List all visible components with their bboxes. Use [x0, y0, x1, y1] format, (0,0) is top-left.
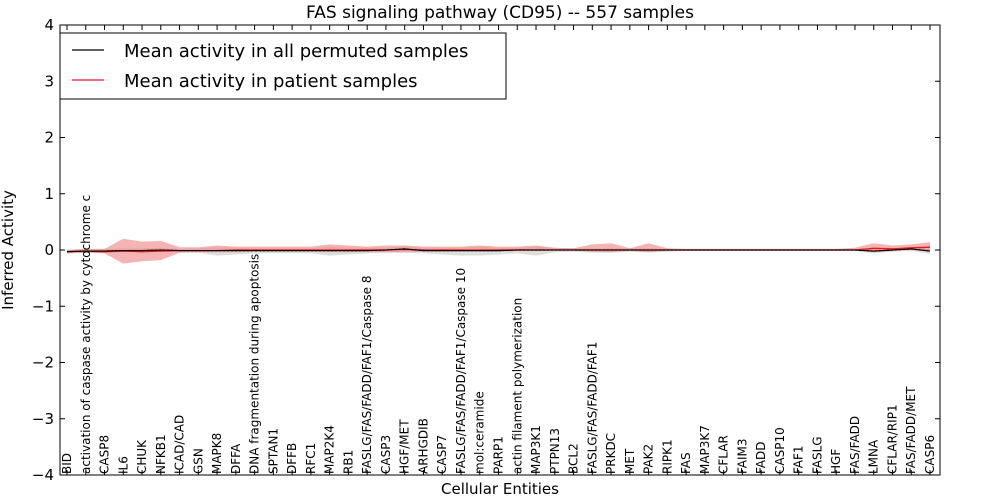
x-tick-label: BCL2: [567, 443, 581, 474]
x-tick-label: HGF/MET: [398, 419, 412, 474]
x-tick-label: IL6: [116, 456, 130, 474]
y-tick-label: 3: [44, 72, 54, 90]
x-tick-label: MAP3K7: [698, 425, 712, 474]
x-tick-label: activation of caspase activity by cytoch…: [79, 195, 93, 474]
x-tick-label: DFFB: [285, 443, 299, 474]
x-tick-label: ARHGDIB: [417, 418, 431, 474]
x-axis-label: Cellular Entities: [441, 480, 559, 498]
x-tick-label: FASLG/FAS/FADD/FAF1/Caspase 10: [454, 268, 468, 474]
y-tick-label: 4: [44, 16, 54, 34]
x-tick-label: HGF: [829, 449, 843, 474]
legend: Mean activity in all permuted samples Me…: [59, 32, 507, 100]
y-tick-label: −2: [32, 354, 54, 372]
x-tick-label: CASP3: [379, 435, 393, 474]
y-axis: −4 −3 −2 −1 0 1 2 3 4: [32, 16, 940, 484]
x-tick-label: DNA fragmentation during apoptosis: [248, 254, 262, 474]
x-tick-label: MAPK8: [210, 433, 224, 474]
x-tick-label: FAS/FADD/MET: [904, 386, 918, 474]
x-tick-label: PRKDC: [604, 433, 618, 474]
x-tick-label: FAS: [679, 452, 693, 474]
x-tick-label: FAF1: [792, 445, 806, 474]
x-tick-label: LMNA: [867, 439, 881, 474]
x-tick-label: mol:ceramide: [473, 391, 487, 474]
x-tick-label: PAK2: [642, 444, 656, 474]
plot-area: [66, 238, 931, 264]
x-tick-label: RIPK1: [660, 439, 674, 474]
x-tick-label: CASP10: [773, 427, 787, 474]
x-tick-label: FAS/FADD: [848, 416, 862, 474]
x-tick-label: CASP6: [923, 435, 937, 474]
x-tick-label: FASLG/FAS/FADD/FAF1/Caspase 8: [360, 276, 374, 475]
x-axis: BID activation of caspase activity by cyt…: [60, 25, 937, 475]
y-tick-label: 1: [44, 185, 54, 203]
x-tick-label: NFKB1: [154, 434, 168, 474]
x-tick-label: RB1: [341, 450, 355, 474]
x-tick-label: CFLAR: [717, 435, 731, 474]
x-tick-label: FAIM3: [735, 438, 749, 474]
x-tick-label: CASP8: [98, 435, 112, 474]
y-tick-label: 0: [44, 241, 54, 259]
x-tick-label: MAP2K4: [323, 425, 337, 474]
y-tick-label: 2: [44, 129, 54, 147]
chart-title: FAS signaling pathway (CD95) -- 557 samp…: [306, 3, 694, 23]
x-tick-label: CHUK: [135, 439, 149, 474]
x-tick-label: PARP1: [492, 436, 506, 474]
x-tick-label: FADD: [754, 442, 768, 475]
x-tick-label: CFLAR/RIP1: [886, 404, 900, 474]
x-tick-label: SPTAN1: [266, 428, 280, 474]
legend-box: [59, 32, 507, 100]
x-tick-label: FASLG: [810, 436, 824, 474]
x-tick-label: MET: [623, 448, 637, 474]
x-tick-label: GSN: [191, 448, 205, 474]
y-tick-label: −3: [32, 410, 54, 428]
x-tick-label: PTPN13: [548, 428, 562, 474]
x-tick-label: RFC1: [304, 443, 318, 474]
x-tick-label: DFFA: [229, 443, 243, 474]
x-tick-label: FASLG/FAS/FADD/FAF1: [585, 342, 599, 474]
legend-entry-permuted: Mean activity in all permuted samples: [124, 41, 468, 62]
series-line-permuted-solid: [66, 248, 931, 253]
x-tick-label: BID: [60, 453, 74, 474]
y-tick-label: −1: [32, 297, 54, 315]
x-tick-label: ICAD/CAD: [173, 415, 187, 474]
y-tick-label: −4: [32, 466, 54, 484]
x-tick-label: MAP3K1: [529, 425, 543, 474]
x-tick-label: CASP7: [435, 435, 449, 474]
y-axis-label: Inferred Activity: [0, 190, 17, 310]
legend-entry-patient: Mean activity in patient samples: [124, 71, 418, 92]
x-tick-label: actin filament polymerization: [510, 298, 524, 474]
